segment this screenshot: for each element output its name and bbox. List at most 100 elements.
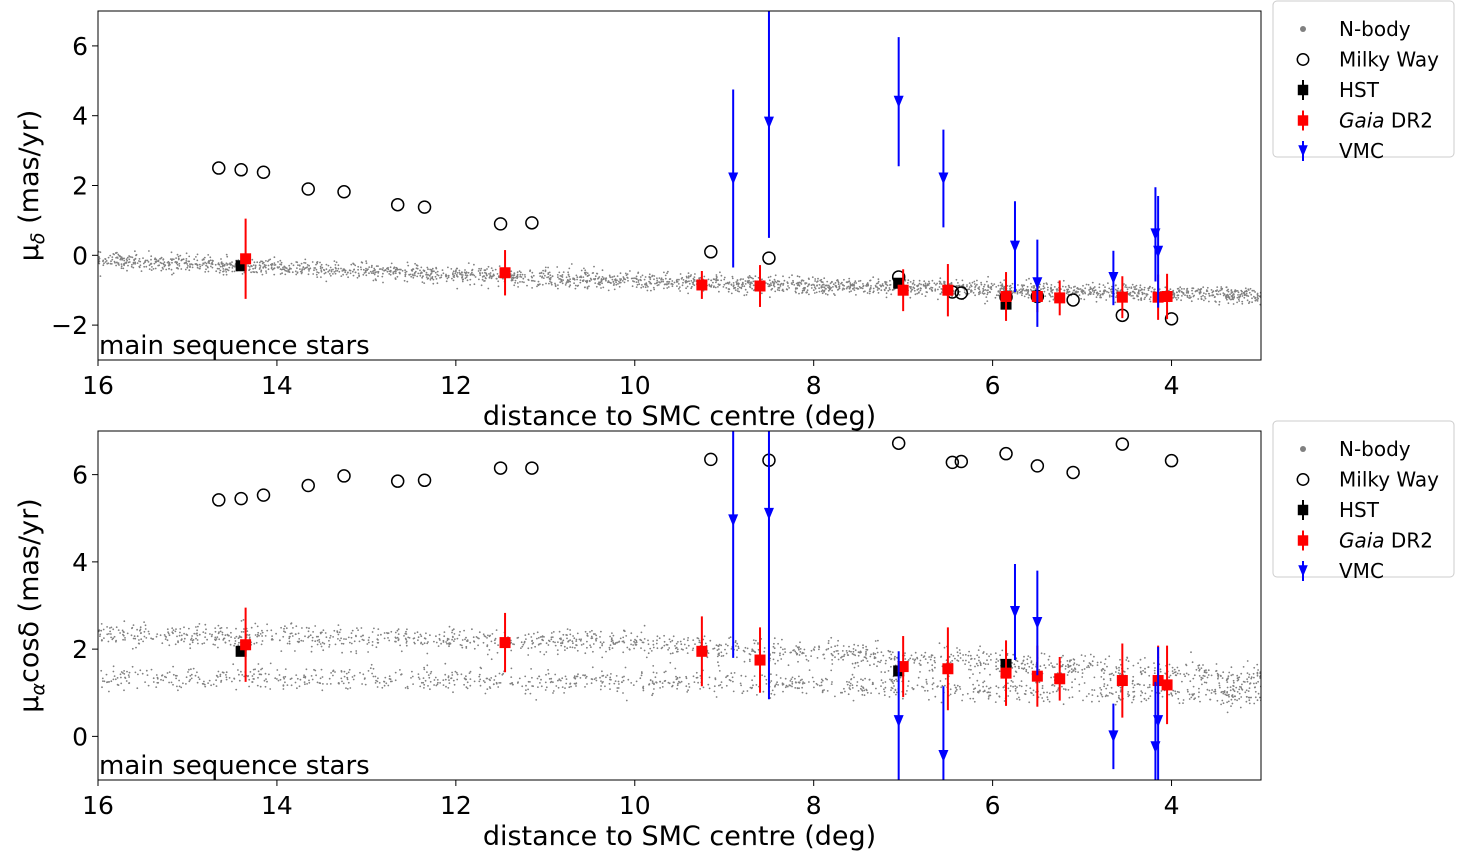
nbody-point bbox=[563, 692, 565, 694]
nbody-point bbox=[586, 632, 589, 635]
nbody-point bbox=[716, 279, 719, 281]
nbody-point bbox=[516, 282, 519, 284]
nbody-point bbox=[283, 268, 286, 271]
nbody-point bbox=[767, 276, 770, 279]
nbody-point bbox=[939, 293, 942, 295]
nbody-point bbox=[811, 276, 814, 279]
nbody-point bbox=[791, 681, 794, 683]
nbody-point bbox=[851, 687, 854, 689]
nbody-point bbox=[255, 271, 258, 273]
nbody-point bbox=[1103, 669, 1106, 672]
nbody-point bbox=[773, 637, 776, 640]
nbody-point bbox=[763, 675, 766, 678]
nbody-point bbox=[127, 264, 129, 267]
nbody-point bbox=[1125, 286, 1128, 289]
nbody-point bbox=[1232, 303, 1235, 305]
nbody-point bbox=[1023, 284, 1026, 287]
nbody-point bbox=[655, 681, 657, 684]
nbody-point bbox=[1014, 685, 1017, 687]
nbody-point bbox=[259, 266, 261, 269]
nbody-point bbox=[1039, 665, 1042, 668]
nbody-point bbox=[186, 263, 189, 265]
nbody-point bbox=[414, 274, 416, 277]
nbody-point bbox=[284, 668, 287, 670]
nbody-point bbox=[397, 638, 400, 640]
nbody-point bbox=[377, 275, 379, 278]
nbody-point bbox=[635, 643, 638, 646]
nbody-point bbox=[335, 261, 338, 264]
nbody-point bbox=[813, 646, 816, 648]
nbody-point bbox=[1154, 667, 1156, 669]
nbody-point bbox=[633, 280, 635, 283]
nbody-point bbox=[107, 256, 110, 259]
nbody-point bbox=[937, 288, 939, 291]
nbody-point bbox=[412, 268, 415, 271]
nbody-point bbox=[920, 287, 922, 290]
nbody-point bbox=[148, 250, 150, 252]
nbody-point bbox=[363, 272, 366, 274]
nbody-point bbox=[876, 289, 879, 291]
nbody-point bbox=[1148, 674, 1151, 677]
nbody-point bbox=[749, 282, 752, 285]
nbody-point bbox=[859, 687, 862, 690]
nbody-point bbox=[655, 642, 658, 645]
nbody-point bbox=[819, 684, 821, 687]
nbody-point bbox=[599, 636, 601, 638]
nbody-point bbox=[635, 281, 638, 283]
nbody-point bbox=[893, 691, 895, 694]
nbody-point bbox=[824, 293, 827, 295]
legend-label: HST bbox=[1339, 78, 1380, 102]
nbody-point bbox=[228, 639, 231, 642]
nbody-point bbox=[791, 682, 794, 685]
nbody-point bbox=[1119, 686, 1122, 689]
nbody-point bbox=[591, 637, 594, 639]
nbody-point bbox=[593, 265, 595, 268]
nbody-point bbox=[770, 288, 773, 291]
nbody-point bbox=[600, 287, 602, 289]
nbody-point bbox=[741, 285, 744, 287]
nbody-point bbox=[1062, 703, 1065, 706]
data-point bbox=[1000, 290, 1012, 302]
nbody-point bbox=[480, 267, 483, 270]
data-point bbox=[390, 197, 405, 212]
nbody-point bbox=[265, 678, 267, 680]
data-point bbox=[1153, 245, 1164, 258]
nbody-point bbox=[970, 668, 972, 671]
nbody-point bbox=[1034, 288, 1037, 291]
nbody-point bbox=[715, 696, 718, 698]
nbody-point bbox=[1210, 289, 1213, 291]
nbody-point bbox=[765, 683, 768, 685]
nbody-point bbox=[580, 276, 583, 279]
nbody-point bbox=[375, 265, 378, 267]
nbody-point bbox=[983, 292, 986, 295]
nbody-point bbox=[554, 641, 556, 644]
nbody-point bbox=[676, 676, 679, 679]
nbody-point bbox=[970, 658, 972, 660]
nbody-point bbox=[1081, 676, 1084, 678]
nbody-point bbox=[626, 646, 629, 649]
nbody-point bbox=[538, 675, 541, 678]
nbody-point bbox=[655, 282, 658, 285]
nbody-point bbox=[802, 652, 805, 654]
nbody-point bbox=[1197, 288, 1200, 290]
nbody-point bbox=[887, 649, 890, 652]
nbody-point bbox=[708, 687, 711, 690]
nbody-point bbox=[231, 265, 234, 267]
nbody-point bbox=[356, 627, 358, 629]
nbody-point bbox=[990, 659, 992, 661]
nbody-point bbox=[746, 690, 749, 692]
nbody-point bbox=[337, 267, 340, 270]
nbody-point bbox=[753, 675, 756, 677]
nbody-point bbox=[730, 648, 733, 650]
nbody-point bbox=[794, 677, 796, 680]
nbody-point bbox=[608, 274, 611, 277]
nbody-point bbox=[469, 283, 471, 286]
nbody-point bbox=[290, 632, 293, 635]
nbody-point bbox=[650, 650, 653, 652]
nbody-point bbox=[407, 636, 410, 639]
data-point bbox=[942, 284, 954, 296]
nbody-point bbox=[284, 273, 287, 276]
nbody-point bbox=[707, 278, 710, 281]
nbody-point bbox=[795, 291, 797, 294]
nbody-point bbox=[971, 281, 974, 284]
